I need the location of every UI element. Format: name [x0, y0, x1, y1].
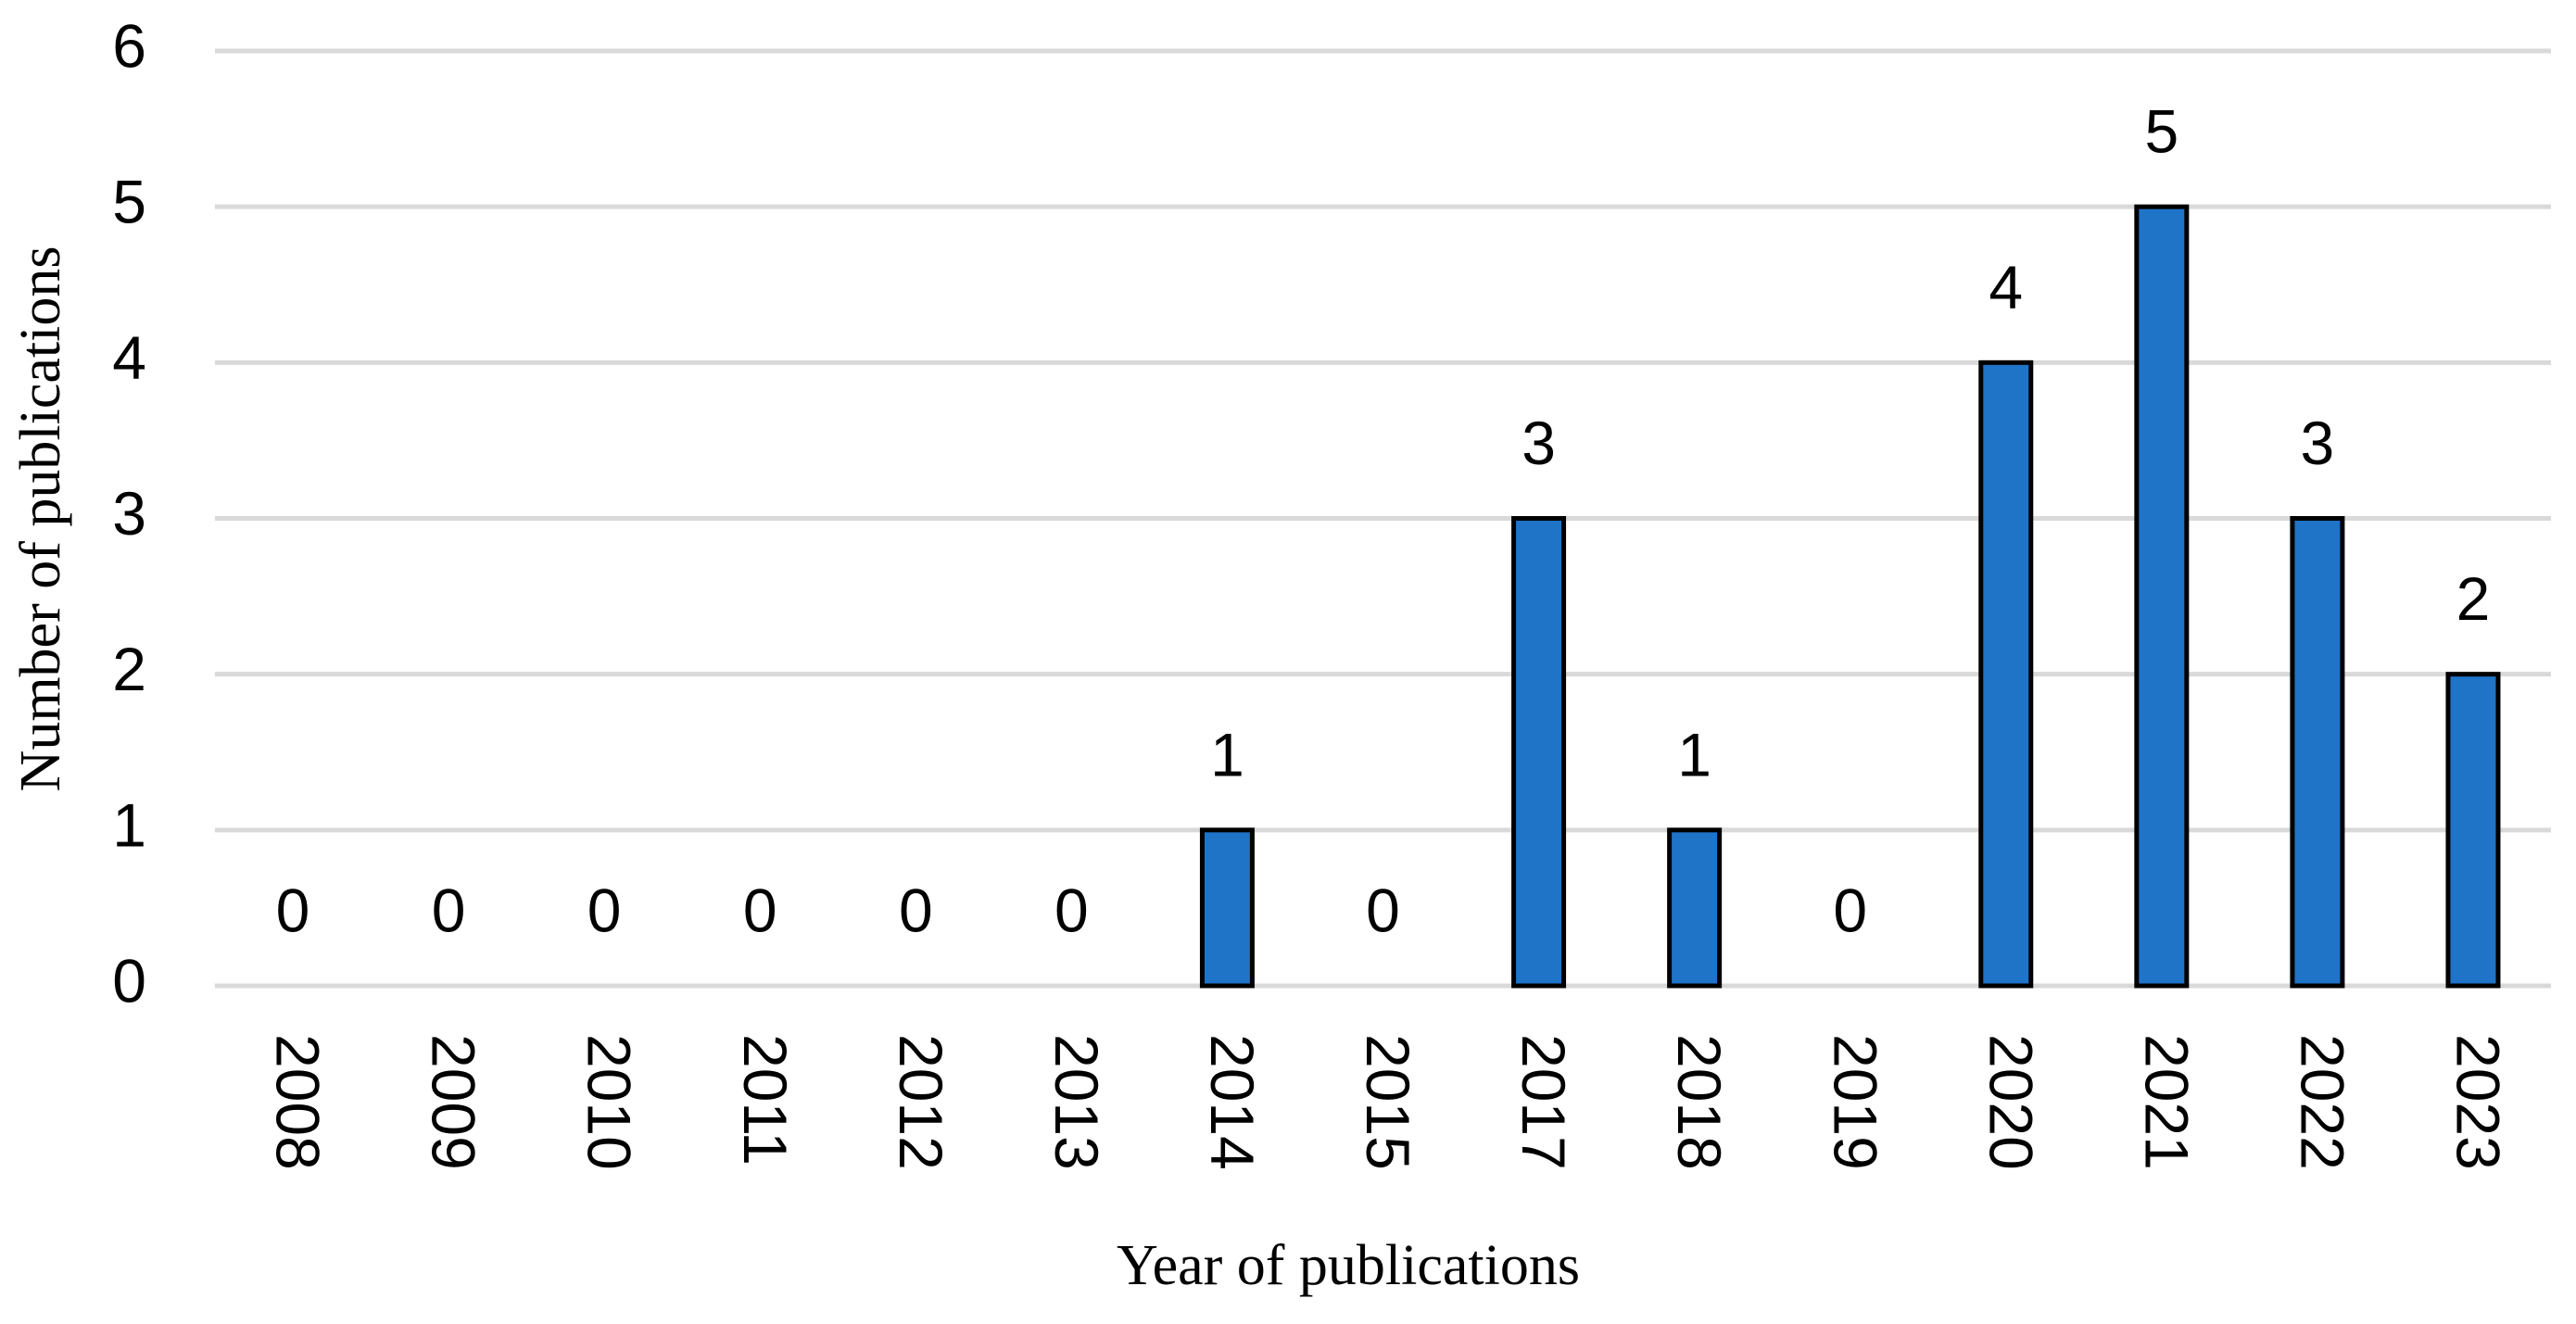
x-axis-title: Year of publications: [1117, 1234, 1580, 1297]
bar: [1199, 827, 1255, 989]
y-tick-label: 2: [112, 635, 146, 703]
bar: [2290, 516, 2345, 989]
x-tick-label: 2012: [887, 1034, 955, 1170]
x-tick-label: 2018: [1665, 1034, 1734, 1170]
y-tick-label: 1: [112, 790, 146, 859]
value-label: 1: [1677, 720, 1711, 788]
value-label: 0: [1366, 876, 1400, 944]
value-label: 0: [1054, 876, 1089, 944]
bar: [2134, 204, 2190, 989]
value-label: 3: [1522, 409, 1556, 477]
y-axis-title: Number of publications: [9, 246, 72, 792]
value-label: 0: [276, 876, 310, 944]
x-tick-label: 2014: [1198, 1034, 1267, 1170]
value-label: 0: [587, 876, 622, 944]
value-label: 1: [1210, 720, 1244, 788]
value-label: 0: [432, 876, 466, 944]
x-tick-label: 2009: [420, 1034, 488, 1170]
x-tick-label: 2020: [1976, 1034, 2045, 1170]
y-tick-label: 6: [112, 11, 146, 80]
value-label: 0: [1833, 876, 1867, 944]
value-label: 5: [2144, 97, 2178, 166]
x-tick-label: 2013: [1042, 1034, 1111, 1170]
y-tick-label: 3: [112, 479, 146, 548]
x-tick-label: 2023: [2444, 1034, 2513, 1170]
x-tick-label: 2019: [1821, 1034, 1889, 1170]
value-label: 0: [743, 876, 777, 944]
x-tick-label: 2015: [1354, 1034, 1422, 1170]
bar: [1511, 516, 1567, 989]
x-tick-label: 2022: [2288, 1034, 2356, 1170]
x-tick-label: 2008: [264, 1034, 333, 1170]
x-tick-label: 2010: [575, 1034, 644, 1170]
bar: [1667, 827, 1723, 989]
y-tick-label: 4: [112, 323, 146, 392]
value-label: 0: [899, 876, 933, 944]
x-tick-label: 2021: [2132, 1034, 2201, 1170]
value-label: 4: [1989, 253, 2023, 322]
x-tick-label: 2011: [731, 1034, 800, 1166]
y-tick-label: 0: [112, 946, 146, 1015]
y-tick-label: 5: [112, 168, 146, 236]
bar: [2445, 672, 2501, 989]
value-label: 2: [2456, 564, 2491, 633]
value-label: 3: [2301, 409, 2335, 477]
bar: [1978, 359, 2034, 989]
x-tick-label: 2017: [1509, 1034, 1578, 1170]
